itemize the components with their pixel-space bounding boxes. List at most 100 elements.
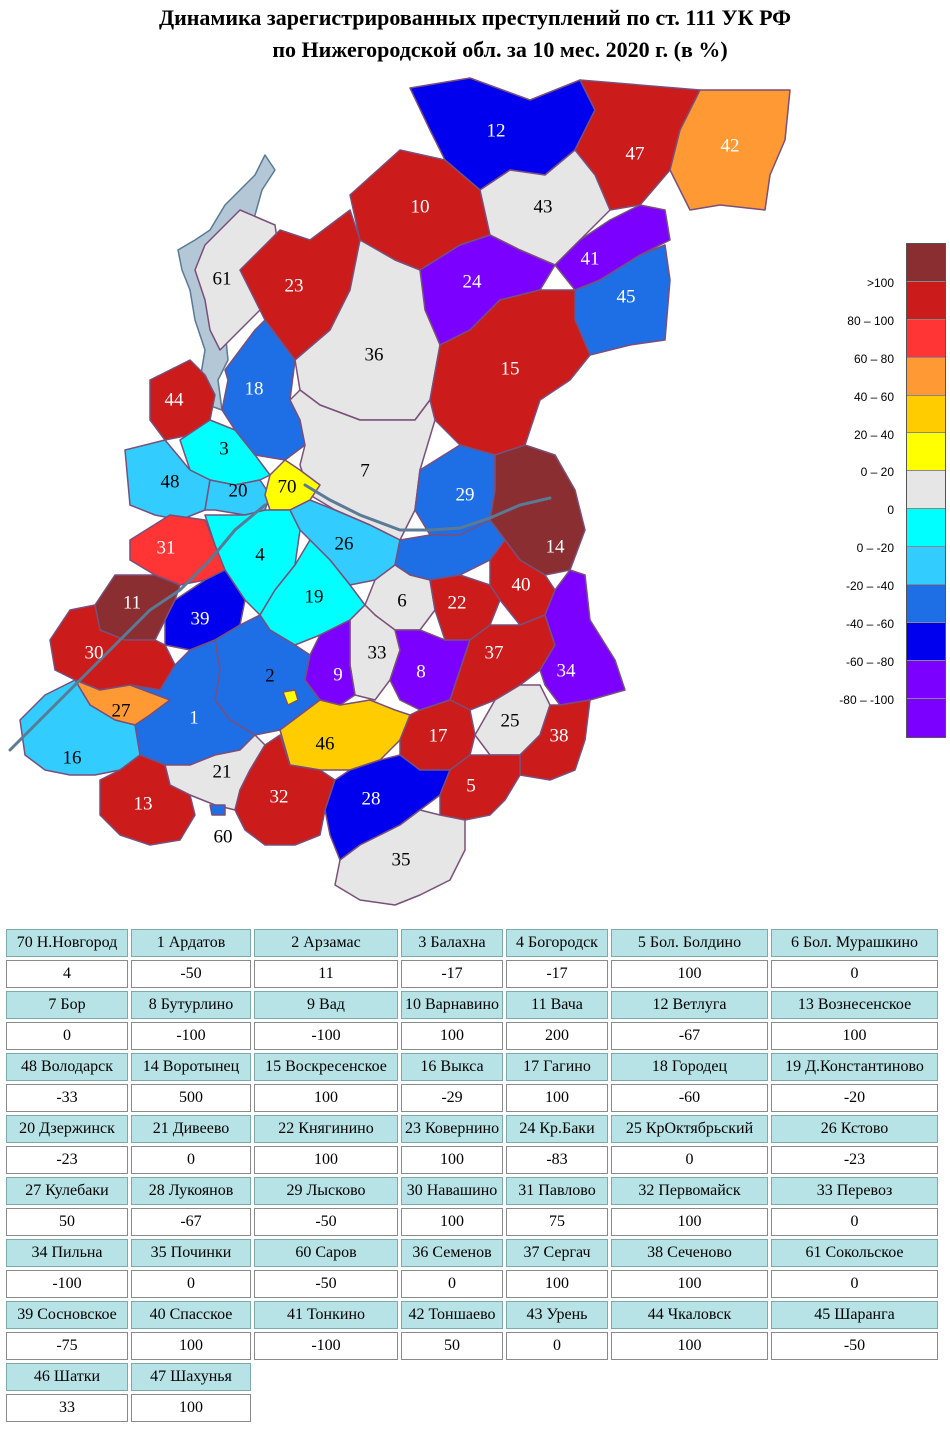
region-61 — [194, 209, 281, 351]
map-label-11: 11 — [123, 592, 141, 613]
legend-swatch — [907, 509, 945, 548]
legend-color-bar — [906, 243, 946, 738]
legend: >100 80 – 100 60 – 80 40 – 60 20 – 40 0 – 20 0… — [820, 243, 950, 738]
region-name-cell: 26 Кстово — [771, 1115, 938, 1143]
region-35 — [334, 809, 466, 906]
region-name-cell: 43 Урень — [506, 1301, 608, 1329]
region-name-cell: 4 Богородск — [506, 929, 608, 957]
region-name-cell: 47 Шахунья — [131, 1363, 251, 1391]
region-value-cell: -17 — [401, 960, 503, 988]
region-value-cell: 100 — [401, 1208, 503, 1236]
region-value-cell: -67 — [131, 1208, 251, 1236]
map-label-48: 48 — [161, 471, 180, 492]
region-value-cell: -100 — [131, 1022, 251, 1050]
legend-swatch — [907, 622, 945, 661]
map-label-28: 28 — [362, 788, 381, 809]
region-2-city — [282, 689, 299, 706]
region-5 — [439, 754, 521, 821]
empty-cell — [611, 1394, 768, 1422]
region-value-cell: 100 — [254, 1146, 398, 1174]
map-label-13: 13 — [134, 793, 153, 814]
region-value-cell: 0 — [401, 1270, 503, 1298]
region-name-cell: 19 Д.Константиново — [771, 1053, 938, 1081]
region-value-cell: -67 — [611, 1022, 768, 1050]
legend-swatch — [907, 433, 945, 472]
map-label-8: 8 — [416, 661, 426, 682]
region-name-cell: 60 Саров — [254, 1239, 398, 1267]
map-label-31: 31 — [157, 537, 176, 558]
legend-swatch — [907, 319, 945, 358]
region-name-cell: 24 Кр.Баки — [506, 1115, 608, 1143]
map-label-36: 36 — [365, 344, 384, 365]
region-15 — [429, 289, 591, 456]
region-name-cell: 27 Кулебаки — [6, 1177, 128, 1205]
region-name-cell: 13 Вознесенское — [771, 991, 938, 1019]
empty-cell — [401, 1363, 503, 1391]
region-name-cell: 35 Починки — [131, 1239, 251, 1267]
legend-label: 60 – 80 — [853, 351, 894, 366]
map-label-12: 12 — [487, 120, 506, 141]
region-42 — [669, 89, 791, 211]
empty-cell — [771, 1394, 938, 1422]
map-label-61: 61 — [213, 268, 232, 289]
map-label-2: 2 — [265, 665, 275, 686]
oka-river — [8, 503, 267, 752]
region-name-cell: 34 Пильна — [6, 1239, 128, 1267]
region-name-cell: 17 Гагино — [506, 1053, 608, 1081]
map-label-20: 20 — [229, 480, 248, 501]
region-value-cell: 4 — [6, 960, 128, 988]
region-name-cell: 29 Лысково — [254, 1177, 398, 1205]
region-name-cell: 45 Шаранга — [771, 1301, 938, 1329]
region-value-cell: 0 — [131, 1270, 251, 1298]
legend-label: 20 – 40 — [853, 427, 894, 442]
map-label-40: 40 — [512, 574, 531, 595]
map-label-42: 42 — [721, 135, 740, 156]
region-name-cell: 9 Вад — [254, 991, 398, 1019]
region-name-cell: 23 Ковернино — [401, 1115, 503, 1143]
region-name-cell: 11 Вача — [506, 991, 608, 1019]
map-label-15: 15 — [501, 358, 520, 379]
map-label-25: 25 — [501, 710, 520, 731]
region-value-cell: 0 — [611, 1146, 768, 1174]
region-value-cell: -50 — [131, 960, 251, 988]
region-value-cell: 0 — [771, 960, 938, 988]
region-name-cell: 32 Первомайск — [611, 1177, 768, 1205]
title-line-2: по Нижегородской обл. за 10 мес. 2020 г.… — [272, 37, 728, 62]
region-name-cell: 44 Чкаловск — [611, 1301, 768, 1329]
region-value-cell: 0 — [131, 1146, 251, 1174]
map-label-9: 9 — [333, 664, 343, 685]
region-value-cell: 100 — [401, 1146, 503, 1174]
map-label-34: 34 — [557, 660, 577, 681]
region-name-cell: 30 Навашино — [401, 1177, 503, 1205]
region-name-cell: 61 Сокольское — [771, 1239, 938, 1267]
region-value-cell: 500 — [131, 1084, 251, 1112]
legend-swatch — [907, 698, 945, 737]
empty-cell — [401, 1394, 503, 1422]
region-34 — [539, 569, 626, 706]
region-value-cell: 100 — [771, 1022, 938, 1050]
map-label-6: 6 — [397, 590, 407, 611]
table-row: 70 Н.Новгород 1 Ардатов 2 Арзамас 3 Балахна… — [6, 929, 938, 957]
region-value-cell: 100 — [611, 1332, 768, 1360]
legend-swatch — [907, 660, 945, 699]
table-row: 48 Володарск 14 Воротынец 15 Воскресенское… — [6, 1053, 938, 1081]
legend-label: -40 – -60 — [845, 617, 894, 631]
map-label-30: 30 — [85, 642, 104, 663]
region-value-cell: 100 — [611, 960, 768, 988]
legend-swatch — [907, 585, 945, 623]
table-row: -75 100 -100 50 0 100 -50 — [6, 1332, 938, 1360]
table-row: 46 Шатки 47 Шахунья — [6, 1363, 938, 1391]
region-value-cell: 100 — [611, 1270, 768, 1298]
region-name-cell: 33 Перевоз — [771, 1177, 938, 1205]
legend-swatch — [907, 471, 945, 510]
legend-swatch — [907, 357, 945, 396]
region-value-cell: -100 — [254, 1332, 398, 1360]
map-label-70: 70 — [278, 476, 297, 497]
region-name-cell: 39 Сосновское — [6, 1301, 128, 1329]
legend-swatch — [907, 281, 945, 320]
legend-label: 80 – 100 — [847, 313, 894, 328]
map-label-38: 38 — [550, 725, 569, 746]
region-name-cell: 12 Ветлуга — [611, 991, 768, 1019]
table-row: -33 500 100 -29 100 -60 -20 — [6, 1084, 938, 1112]
